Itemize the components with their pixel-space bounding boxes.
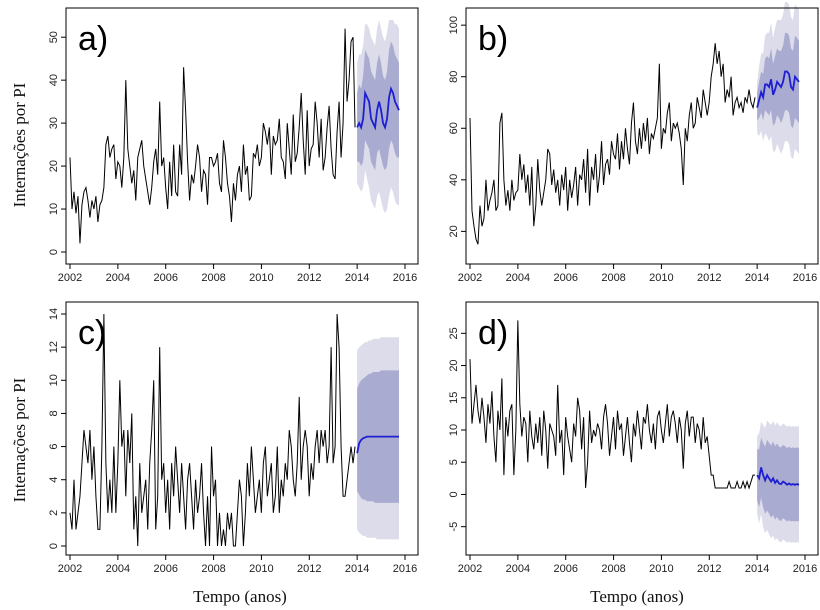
- y-tick-label: 40: [48, 74, 60, 86]
- x-tick-label: 2008: [201, 272, 225, 284]
- x-tick-label: 2012: [697, 563, 721, 575]
- panel-label: a): [78, 20, 108, 58]
- x-tick-label: 2016: [793, 563, 817, 575]
- x-tick-label: 2004: [506, 563, 530, 575]
- y-tick-label: 5: [448, 459, 460, 465]
- plot-frame: [465, 301, 819, 556]
- x-tick-label: 2010: [249, 272, 273, 284]
- x-tick-label: 2014: [345, 563, 369, 575]
- y-tick-label: 4: [48, 477, 60, 483]
- y-tick-label: 50: [48, 31, 60, 43]
- plot-frame: [465, 7, 819, 265]
- forecast-band-80: [757, 437, 800, 522]
- y-tick-label: 14: [48, 308, 60, 320]
- observed-series-line: [69, 28, 356, 244]
- x-tick-label: 2008: [201, 563, 225, 575]
- panel-d: 2002 2004 2006 2008 2010 2012 2014 2016 -5 0 5 10 15…: [448, 301, 819, 575]
- y-tick-label: 30: [48, 117, 60, 129]
- x-tick-label: 2012: [297, 563, 321, 575]
- y-tick-label: 20: [448, 225, 460, 237]
- y-tick-label: 40: [448, 174, 460, 186]
- x-tick-label: 2002: [58, 272, 82, 284]
- y-tick-label: 100: [448, 16, 460, 34]
- x-tick-label: 2016: [793, 272, 817, 284]
- y-tick-label: 0: [48, 249, 60, 255]
- x-tick-label: 2006: [553, 272, 577, 284]
- y-tick-label: 25: [448, 327, 460, 339]
- forecast-mean-line: [756, 70, 800, 108]
- forecast-band-80: [757, 32, 800, 129]
- y-tick-label: 10: [48, 203, 60, 215]
- panel-label: d): [478, 314, 508, 352]
- x-tick-label: 2002: [458, 272, 482, 284]
- y-tick-label: 10: [448, 424, 460, 436]
- y-tick-label: 20: [448, 359, 460, 371]
- x-tick-label: 2014: [345, 272, 369, 284]
- observed-series-line: [469, 43, 756, 245]
- panel-b: 2002 2004 2006 2008 2010 2012 2014 2016 20 40 60 80…: [448, 1, 819, 284]
- forecast-mean-line: [756, 467, 800, 486]
- y-tick-label: 0: [448, 491, 460, 497]
- x-tick-label: 2004: [506, 272, 530, 284]
- x-tick-label: 2008: [601, 563, 625, 575]
- x-tick-label: 2014: [745, 563, 769, 575]
- x-tick-label: 2002: [58, 563, 82, 575]
- panel-c: 2002 2004 2006 2008 2010 2012 2014 2016 0 2 4 6 8 10 1…: [48, 301, 419, 575]
- x-tick-label: 2010: [649, 563, 673, 575]
- x-tick-label: 2004: [106, 563, 130, 575]
- x-tick-label: 2014: [745, 272, 769, 284]
- x-tick-label: 2002: [458, 563, 482, 575]
- x-tick-label: 2006: [153, 563, 177, 575]
- observed-series-line: [469, 320, 756, 490]
- x-tick-label: 2008: [601, 272, 625, 284]
- x-axis-title-right: Tempo (anos): [590, 587, 684, 606]
- panel-label: c): [78, 314, 106, 352]
- y-tick-label: 2: [48, 510, 60, 516]
- x-tick-label: 2016: [393, 272, 417, 284]
- forecast-mean-line: [356, 85, 400, 131]
- x-tick-label: 2010: [649, 272, 673, 284]
- y-axis-title-top: Internações por PI: [10, 82, 29, 207]
- y-tick-label: 8: [48, 410, 60, 416]
- observed-series-line: [69, 313, 356, 547]
- y-axis-title-bottom: Internações por PI: [10, 377, 29, 502]
- y-tick-label: 12: [48, 341, 60, 353]
- y-tick-label: 0: [48, 543, 60, 549]
- y-tick-label: 20: [48, 160, 60, 172]
- x-tick-label: 2006: [153, 272, 177, 284]
- x-tick-label: 2010: [249, 563, 273, 575]
- panel-a: 2002 2004 2006 2008 2010 2012 2014 2016 0 10 20 30 4…: [48, 7, 419, 284]
- y-tick-label: 15: [448, 392, 460, 404]
- y-tick-label: 10: [48, 374, 60, 386]
- y-tick-label: -5: [448, 522, 460, 532]
- y-tick-label: 60: [448, 122, 460, 134]
- plot-frame: [65, 301, 419, 556]
- x-tick-label: 2012: [297, 272, 321, 284]
- plot-frame: [65, 7, 419, 265]
- y-tick-label: 6: [48, 444, 60, 450]
- x-tick-label: 2006: [553, 563, 577, 575]
- y-tick-label: 80: [448, 71, 460, 83]
- forecast-mean-line: [356, 435, 400, 454]
- x-axis-title-left: Tempo (anos): [193, 587, 287, 606]
- x-tick-label: 2016: [393, 563, 417, 575]
- x-tick-label: 2004: [106, 272, 130, 284]
- x-tick-label: 2012: [697, 272, 721, 284]
- panel-label: b): [478, 20, 508, 58]
